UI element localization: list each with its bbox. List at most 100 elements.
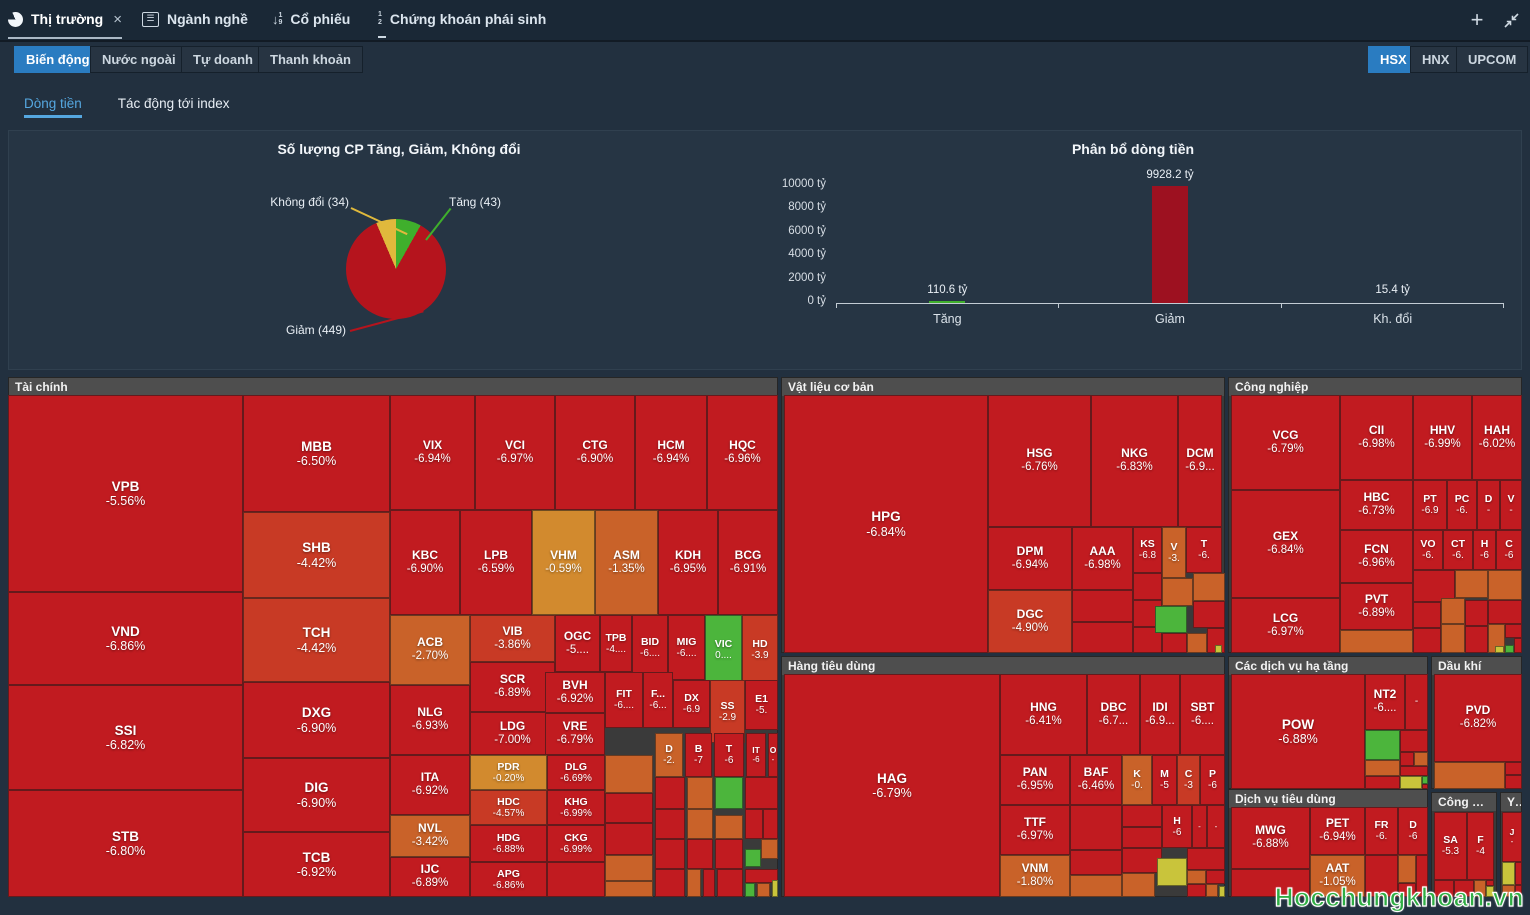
treemap-cell-DIG[interactable]: DIG -6.90% xyxy=(243,758,390,832)
treemap-cell[interactable] xyxy=(687,839,713,869)
treemap-cell-SBT[interactable]: SBT -6.... xyxy=(1180,674,1225,755)
treemap-cell-F[interactable]: F... -6... xyxy=(643,672,673,728)
treemap-cell[interactable] xyxy=(761,839,778,859)
treemap-cell-APG[interactable]: APG -6.86% xyxy=(470,862,547,897)
treemap-cell-AAT[interactable]: AAT -1.05% xyxy=(1310,855,1365,897)
treemap-cell-J[interactable]: J- xyxy=(1502,812,1522,862)
treemap-cell[interactable] xyxy=(605,755,653,793)
treemap-cell-HDG[interactable]: HDG -6.88% xyxy=(470,825,547,862)
treemap-cell-SCR[interactable]: SCR -6.89% xyxy=(470,662,555,712)
treemap-cell[interactable] xyxy=(1215,645,1222,653)
treemap-cell-NKG[interactable]: NKG -6.83% xyxy=(1091,395,1178,527)
treemap-cell-MIG[interactable]: MIG -6.... xyxy=(668,615,705,680)
tab-co-phieu[interactable]: ↓ 1 9 Cổ phiếu xyxy=(272,0,350,38)
treemap-cell-SS[interactable]: SS -2.9 xyxy=(710,680,745,743)
treemap-cell[interactable] xyxy=(1441,624,1465,653)
treemap-cell[interactable] xyxy=(1515,885,1522,897)
treemap-cell-F[interactable]: F -4 xyxy=(1467,812,1494,880)
treemap-cell-PVD[interactable]: PVD -6.82% xyxy=(1434,674,1522,762)
treemap-cell-VIB[interactable]: VIB -3.86% xyxy=(470,615,555,662)
treemap-cell[interactable] xyxy=(1070,875,1122,897)
treemap-cell[interactable] xyxy=(1122,873,1155,897)
treemap-cell-CTG[interactable]: CTG -6.90% xyxy=(555,395,635,510)
filter-nuoc-ngoai[interactable]: Nước ngoài xyxy=(90,46,188,73)
treemap-cell-SHB[interactable]: SHB -4.42% xyxy=(243,512,390,598)
treemap-cell[interactable] xyxy=(605,823,653,855)
treemap-cell[interactable] xyxy=(772,880,778,897)
treemap-cell[interactable] xyxy=(1206,870,1225,884)
treemap-cell-ITA[interactable]: ITA -6.92% xyxy=(390,755,470,815)
treemap-cell[interactable] xyxy=(1206,884,1218,897)
treemap-cell-HAH[interactable]: HAH -6.02% xyxy=(1472,395,1522,480)
treemap-cell-NVL[interactable]: NVL -3.42% xyxy=(390,815,470,857)
treemap-cell-NLG[interactable]: NLG -6.93% xyxy=(390,685,470,755)
treemap-cell-TCB[interactable]: TCB -6.92% xyxy=(243,832,390,897)
treemap-cell[interactable] xyxy=(1486,886,1494,897)
treemap-cell[interactable] xyxy=(1365,776,1400,789)
treemap-cell-VHM[interactable]: VHM -0.59% xyxy=(532,510,595,615)
treemap-cell-VIC[interactable]: VIC 0.... xyxy=(705,615,742,685)
treemap-cell-C[interactable]: C -6 xyxy=(1496,530,1522,570)
treemap-cell-HHV[interactable]: HHV -6.99% xyxy=(1413,395,1472,480)
treemap-cell[interactable] xyxy=(1400,766,1428,776)
treemap-cell-VCG[interactable]: VCG -6.79% xyxy=(1231,395,1340,490)
treemap-cell[interactable] xyxy=(547,862,605,897)
treemap-cell[interactable] xyxy=(1133,573,1162,600)
treemap-cell-KBC[interactable]: KBC -6.90% xyxy=(390,510,460,615)
filter-tu-doanh[interactable]: Tự doanh xyxy=(181,46,265,73)
treemap-cell-BCG[interactable]: BCG -6.91% xyxy=(718,510,778,615)
treemap-cell-TCH[interactable]: TCH -4.42% xyxy=(243,598,390,682)
treemap-cell-SA[interactable]: SA -5.3 xyxy=(1434,812,1467,880)
treemap-cell-CII[interactable]: CII -6.98% xyxy=(1340,395,1413,480)
treemap-cell[interactable] xyxy=(745,883,755,897)
treemap-cell[interactable] xyxy=(745,869,778,883)
treemap-cell-HCM[interactable]: HCM -6.94% xyxy=(635,395,707,510)
treemap-cell[interactable] xyxy=(1502,885,1515,897)
treemap-cell[interactable] xyxy=(687,809,713,839)
treemap-cell[interactable] xyxy=(1187,848,1225,870)
treemap-cell-OGC[interactable]: OGC -5.... xyxy=(555,615,600,672)
treemap-cell[interactable] xyxy=(1413,570,1455,602)
treemap-cell-DLG[interactable]: DLG -6.69% xyxy=(547,755,605,790)
treemap-cell[interactable] xyxy=(745,777,778,809)
treemap-cell[interactable] xyxy=(1474,880,1486,897)
treemap-cell-HNG[interactable]: HNG -6.41% xyxy=(1000,674,1087,755)
treemap-cell-DBC[interactable]: DBC -6.7... xyxy=(1087,674,1140,755)
treemap-cell[interactable] xyxy=(1187,884,1206,897)
treemap-cell-D[interactable]: D- xyxy=(1477,480,1500,530)
treemap-cell[interactable] xyxy=(1122,848,1162,873)
treemap-cell[interactable] xyxy=(1193,601,1225,628)
treemap-cell-FIT[interactable]: FIT -6.... xyxy=(605,672,643,728)
treemap-cell[interactable] xyxy=(763,809,778,839)
filter-bien-dong[interactable]: Biến động xyxy=(14,46,102,73)
subtab-tac-dong-toi-index[interactable]: Tác động tới index xyxy=(117,96,230,111)
treemap-cell-KHG[interactable]: KHG -6.99% xyxy=(547,790,605,825)
treemap-cell-HAG[interactable]: HAG -6.79% xyxy=(784,674,1000,897)
treemap-cell-VND[interactable]: VND -6.86% xyxy=(8,592,243,685)
treemap-cell[interactable] xyxy=(1365,730,1400,760)
treemap-cell-DXG[interactable]: DXG -6.90% xyxy=(243,682,390,758)
treemap-cell[interactable] xyxy=(1398,855,1416,883)
treemap-cell[interactable] xyxy=(703,869,715,897)
treemap-cell-CKG[interactable]: CKG -6.99% xyxy=(547,825,605,862)
treemap-cell-H[interactable]: H -6 xyxy=(1473,530,1496,570)
treemap-cell[interactable] xyxy=(1502,862,1515,885)
treemap-cell[interactable] xyxy=(1400,776,1422,789)
treemap-cell[interactable] xyxy=(687,869,701,897)
treemap-cell[interactable] xyxy=(1072,590,1133,622)
treemap-cell-HSG[interactable]: HSG -6.76% xyxy=(988,395,1091,527)
treemap-cell[interactable] xyxy=(1070,805,1122,850)
treemap-cell[interactable] xyxy=(1122,827,1162,848)
treemap-cell[interactable] xyxy=(1422,776,1428,784)
treemap-cell-HBC[interactable]: HBC -6.73% xyxy=(1340,480,1413,530)
treemap-cell-STB[interactable]: STB -6.80% xyxy=(8,790,243,897)
treemap-cell-DX[interactable]: DX -6.9 xyxy=(673,680,710,728)
treemap-cell[interactable] xyxy=(1231,869,1310,897)
treemap-cell[interactable] xyxy=(717,869,743,897)
exchange-upcom[interactable]: UPCOM xyxy=(1456,46,1529,73)
treemap-cell[interactable] xyxy=(1122,805,1162,827)
treemap-cell-B[interactable]: B -7 xyxy=(685,733,712,777)
treemap-cell[interactable] xyxy=(1454,880,1474,897)
treemap-cell[interactable] xyxy=(1157,858,1187,886)
treemap-cell[interactable] xyxy=(1414,752,1428,766)
